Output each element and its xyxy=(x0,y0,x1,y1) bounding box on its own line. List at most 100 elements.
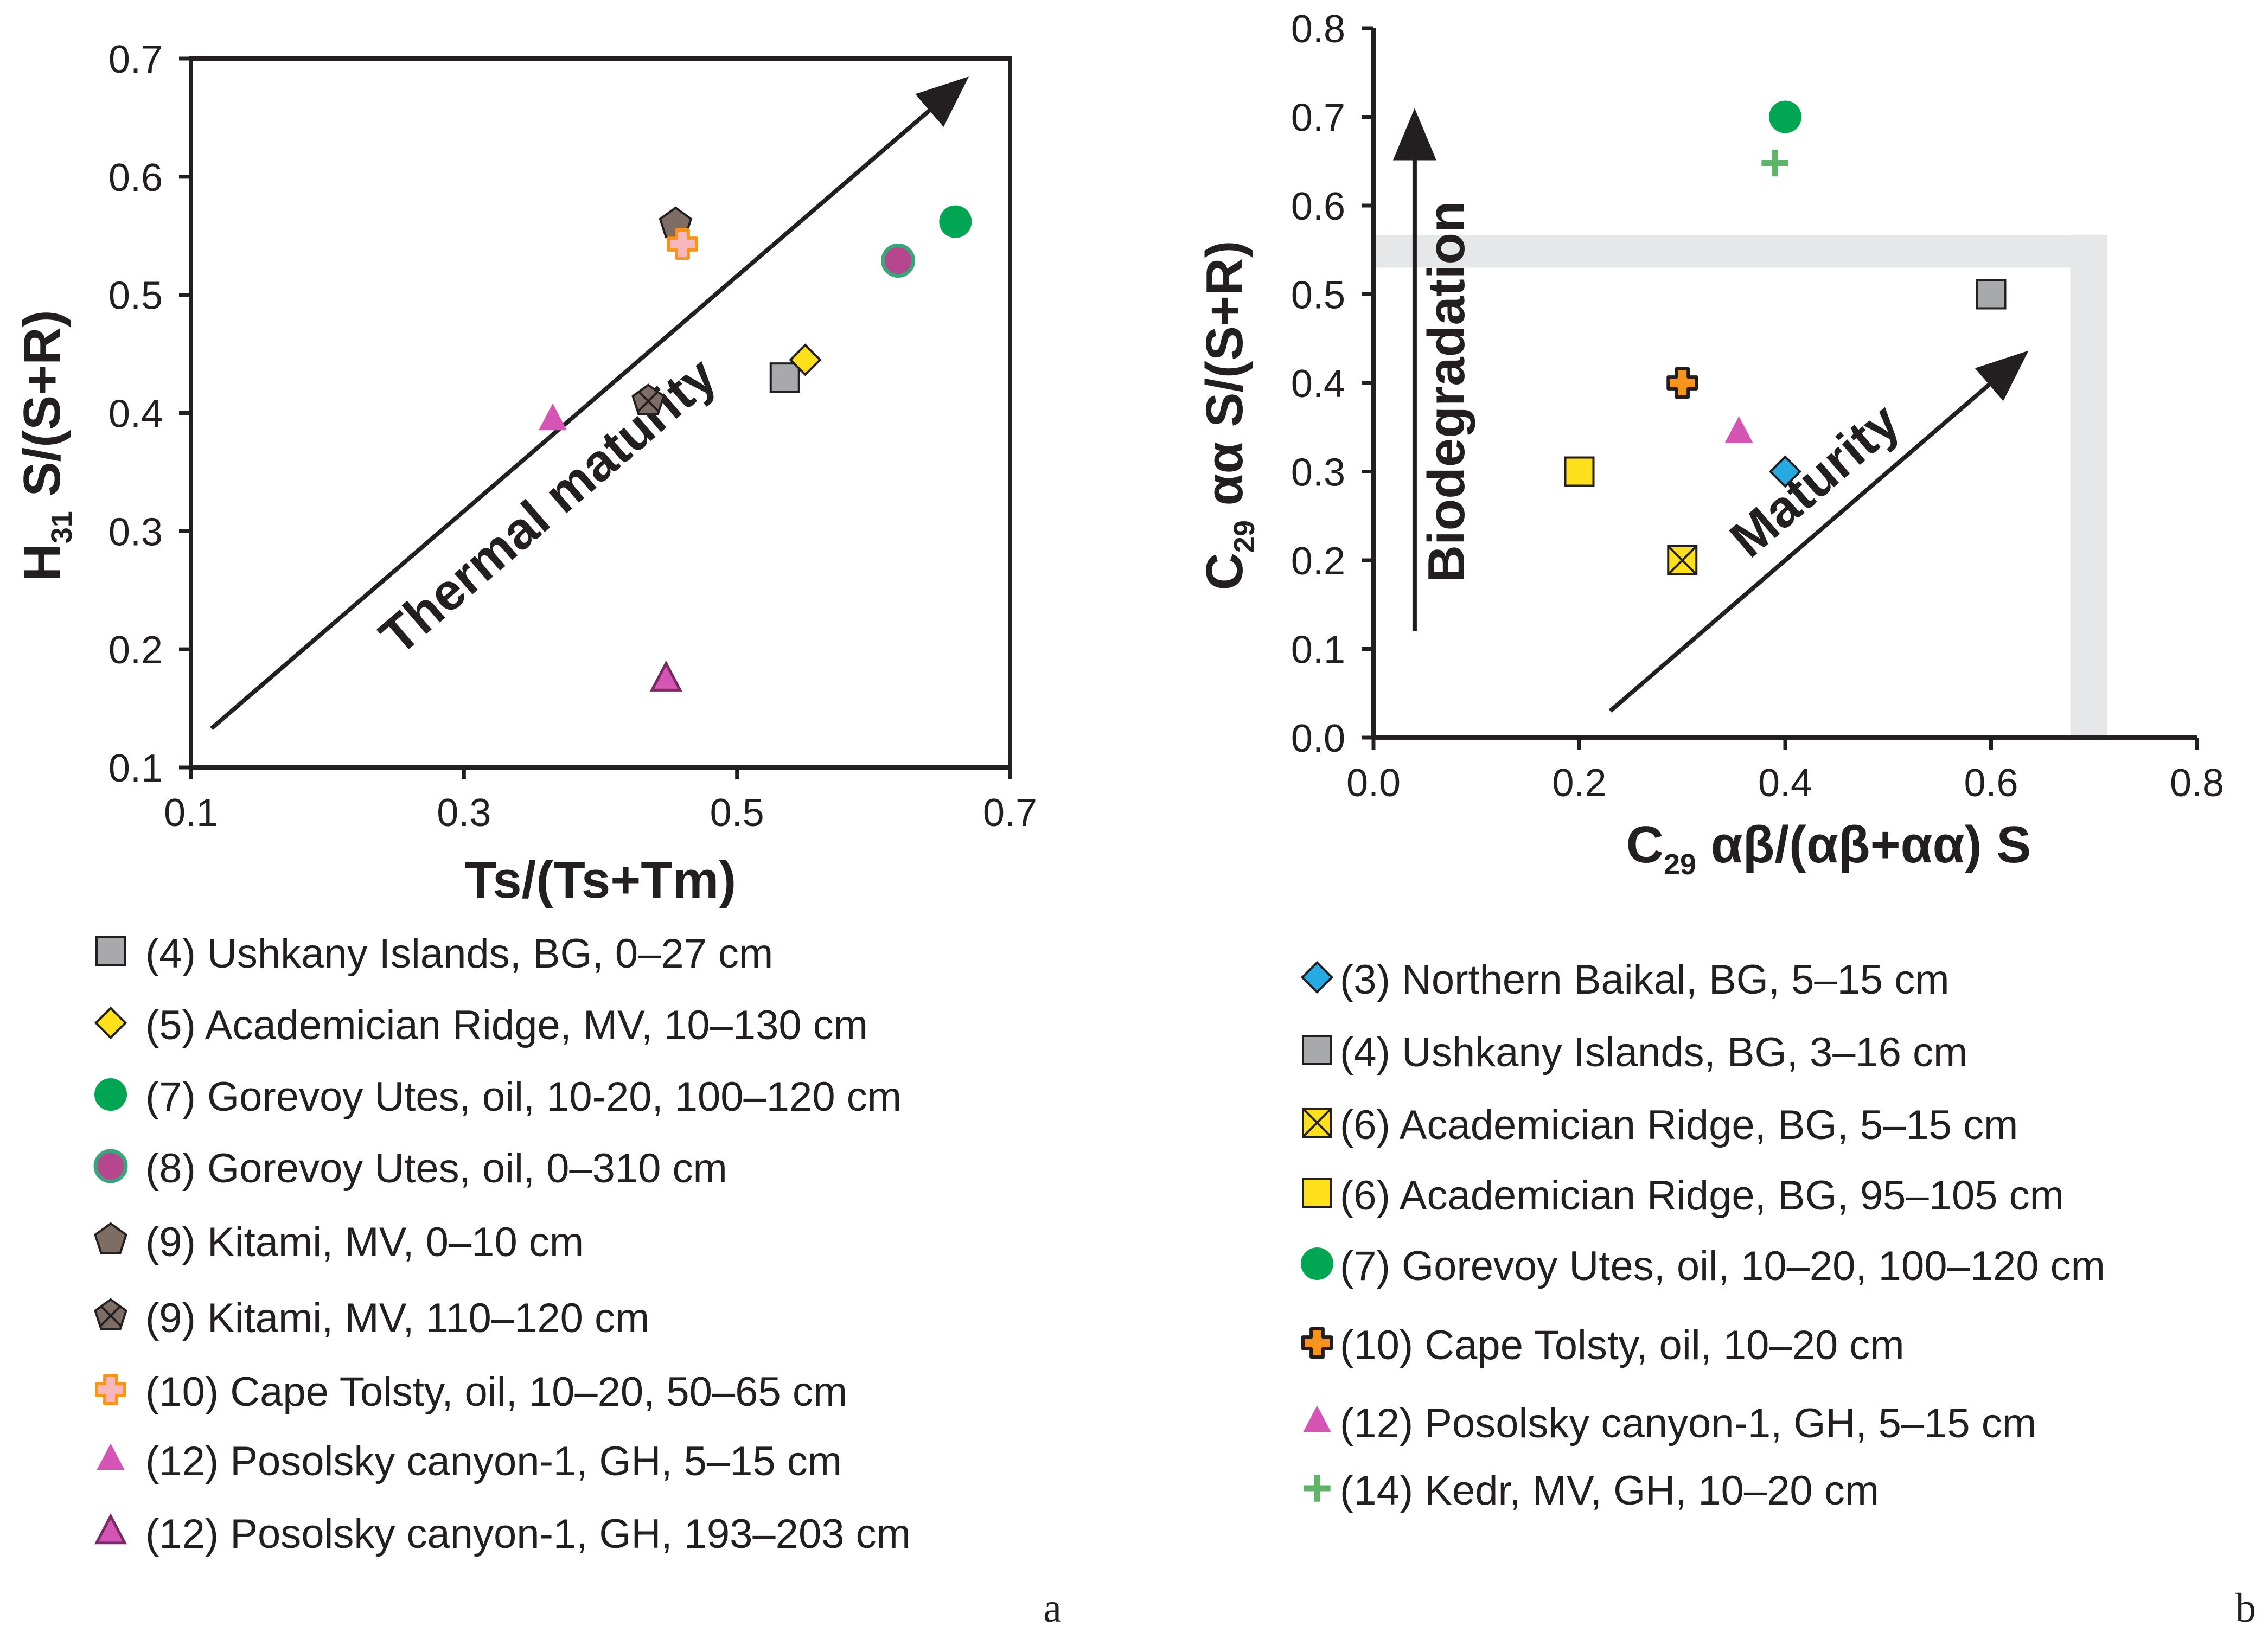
panel-b-shaded-band xyxy=(1373,234,2107,738)
legend-marker xyxy=(1301,1327,1333,1359)
panel-b-y-axis-title-main: C xyxy=(1196,553,1254,590)
data-point xyxy=(1976,279,2007,310)
legend-label: (6) Academician Ridge, BG, 95–105 cm xyxy=(1340,1173,2064,1219)
annotation-label: Biodegradation xyxy=(1417,201,1475,583)
legend-label: (4) Ushkany Islands, BG, 3–16 cm xyxy=(1340,1029,1967,1076)
panel-b-letter: b xyxy=(2235,1585,2256,1631)
panel-b-y-axis-title-rest: αα S/(S+R) xyxy=(1196,241,1254,520)
legend-marker xyxy=(97,1443,125,1470)
legend-item: (12) Posolsky canyon-1, GH, 5–15 cm xyxy=(1303,1400,2036,1446)
y-tick-label: 0.1 xyxy=(1291,629,1345,672)
legend-label: (7) Gorevoy Utes, oil, 10-20, 100–120 cm xyxy=(145,1074,902,1120)
legend-label: (9) Kitami, MV, 110–120 cm xyxy=(145,1295,649,1341)
panel-a-annotations: Thermal maturity xyxy=(210,76,969,731)
panel-a-data-points xyxy=(538,205,972,692)
legend-marker xyxy=(93,1149,128,1183)
data-point xyxy=(538,403,567,431)
legend-marker xyxy=(94,1513,127,1545)
annotation-label: Thermal maturity xyxy=(369,346,727,665)
legend-marker xyxy=(95,1374,126,1405)
data-point xyxy=(631,383,665,415)
legend-marker xyxy=(1302,1108,1332,1138)
legend-label: (8) Gorevoy Utes, oil, 0–310 cm xyxy=(145,1145,727,1192)
legend-label: (10) Cape Tolsty, oil, 10–20, 50–65 cm xyxy=(145,1369,847,1415)
shaded-band-vertical xyxy=(2070,234,2107,738)
panel-a-x-axis-title: Ts/(Ts+Tm) xyxy=(465,851,736,909)
legend-item: (10) Cape Tolsty, oil, 10–20, 50–65 cm xyxy=(95,1369,847,1415)
data-point xyxy=(1667,545,1698,575)
panel-a-legend: (4) Ushkany Islands, BG, 0–27 cm (5) Acad… xyxy=(93,931,911,1557)
legend-marker xyxy=(1300,961,1334,994)
y-tick-label: 0.0 xyxy=(1291,717,1345,760)
panel-b-x-ticks: 0.0 0.2 0.4 0.6 0.8 xyxy=(1346,738,2224,805)
data-point xyxy=(769,362,800,393)
data-point xyxy=(667,228,698,260)
panel-b: 0.0 0.2 0.4 0.6 0.8 0.0 0.1 0.2 0.3 0.4 0.5 0.6 0.7… xyxy=(1196,8,2256,1631)
annotation-arrow xyxy=(210,76,969,731)
legend-marker xyxy=(94,1222,127,1254)
panel-a-y-axis-title-rest: S/(S+R) xyxy=(13,310,71,511)
panel-a-y-ticks: 0.1 0.2 0.3 0.4 0.5 0.6 0.7 xyxy=(108,38,191,790)
data-point xyxy=(1564,456,1595,487)
legend-item: (8) Gorevoy Utes, oil, 0–310 cm xyxy=(93,1145,727,1192)
legend-item: (7) Gorevoy Utes, oil, 10-20, 100–120 cm xyxy=(94,1074,902,1120)
y-tick-label: 0.8 xyxy=(1291,8,1345,51)
panel-b-y-ticks: 0.0 0.1 0.2 0.3 0.4 0.5 0.6 0.7 0.8 xyxy=(1291,8,1373,760)
legend-marker xyxy=(1301,1247,1333,1280)
data-point xyxy=(649,660,682,692)
panel-b-x-axis-title-main: C xyxy=(1626,816,1664,874)
panel-b-annotations: Biodegradation Maturity xyxy=(1392,108,2029,713)
legend-item: (5) Academician Ridge, MV, 10–130 cm xyxy=(94,1002,868,1048)
legend-item: (9) Kitami, MV, 0–10 cm xyxy=(94,1219,584,1265)
legend-label: (12) Posolsky canyon-1, GH, 193–203 cm xyxy=(145,1511,911,1557)
panel-a-y-axis-title-main: H xyxy=(13,543,71,581)
panel-a-letter: a xyxy=(1043,1585,1062,1631)
legend-label: (10) Cape Tolsty, oil, 10–20 cm xyxy=(1340,1322,1905,1368)
data-point xyxy=(1666,367,1698,399)
y-tick-label: 0.1 xyxy=(108,747,163,790)
legend-item: (10) Cape Tolsty, oil, 10–20 cm xyxy=(1301,1322,1905,1368)
x-tick-label: 0.3 xyxy=(437,791,491,835)
shaded-band-horizontal xyxy=(1373,234,2105,268)
legend-item: (7) Gorevoy Utes, oil, 10–20, 100–120 cm xyxy=(1301,1243,2105,1289)
data-point xyxy=(881,243,916,278)
data-point xyxy=(1769,100,1801,133)
panel-a: 0.1 0.3 0.5 0.7 0.1 0.2 0.3 0.4 0.5 0.6 0.7 Therm… xyxy=(13,38,1062,1631)
x-tick-label: 0.4 xyxy=(1758,761,1812,805)
x-tick-label: 0.5 xyxy=(710,791,764,835)
legend-label: (4) Ushkany Islands, BG, 0–27 cm xyxy=(145,931,773,977)
y-tick-label: 0.5 xyxy=(108,274,163,318)
legend-item: (12) Posolsky canyon-1, GH, 5–15 cm xyxy=(97,1438,842,1484)
panel-a-x-ticks: 0.1 0.3 0.5 0.7 xyxy=(164,767,1037,835)
legend-item: (14) Kedr, MV, GH, 10–20 cm xyxy=(1304,1468,1879,1514)
legend-marker xyxy=(94,1006,127,1040)
panel-b-data-points xyxy=(1564,100,2007,575)
y-tick-label: 0.6 xyxy=(1291,185,1345,228)
legend-item: (4) Ushkany Islands, BG, 0–27 cm xyxy=(95,931,773,977)
legend-marker xyxy=(1304,1475,1331,1502)
panel-b-legend: (3) Northern Baikal, BG, 5–15 cm (4) Ushk… xyxy=(1300,957,2105,1514)
legend-marker xyxy=(94,1078,127,1111)
x-tick-label: 0.8 xyxy=(2170,761,2224,805)
y-tick-label: 0.5 xyxy=(1291,274,1345,317)
data-point xyxy=(1724,416,1753,443)
y-tick-label: 0.2 xyxy=(108,629,163,672)
legend-label: (12) Posolsky canyon-1, GH, 5–15 cm xyxy=(1340,1400,2036,1446)
legend-item: (6) Academician Ridge, BG, 5–15 cm xyxy=(1302,1102,2018,1148)
panel-b-y-axis-title: C29 αα S/(S+R) xyxy=(1196,241,1261,591)
legend-item: (4) Ushkany Islands, BG, 3–16 cm xyxy=(1302,1029,1967,1076)
legend-label: (9) Kitami, MV, 0–10 cm xyxy=(145,1219,584,1265)
y-tick-label: 0.4 xyxy=(1291,362,1345,406)
x-tick-label: 0.2 xyxy=(1552,761,1606,805)
legend-marker xyxy=(95,936,126,966)
legend-label: (6) Academician Ridge, BG, 5–15 cm xyxy=(1340,1102,2018,1148)
y-tick-label: 0.7 xyxy=(1291,97,1345,140)
panel-b-x-axis-title-subscript: 29 xyxy=(1664,848,1696,881)
y-tick-label: 0.3 xyxy=(108,510,163,554)
x-tick-label: 0.1 xyxy=(164,791,218,835)
panel-a-y-axis-title: H31 S/(S+R) xyxy=(13,310,78,581)
legend-item: (3) Northern Baikal, BG, 5–15 cm xyxy=(1300,957,1950,1003)
legend-item: (9) Kitami, MV, 110–120 cm xyxy=(94,1295,649,1341)
legend-item: (12) Posolsky canyon-1, GH, 193–203 cm xyxy=(94,1511,911,1557)
